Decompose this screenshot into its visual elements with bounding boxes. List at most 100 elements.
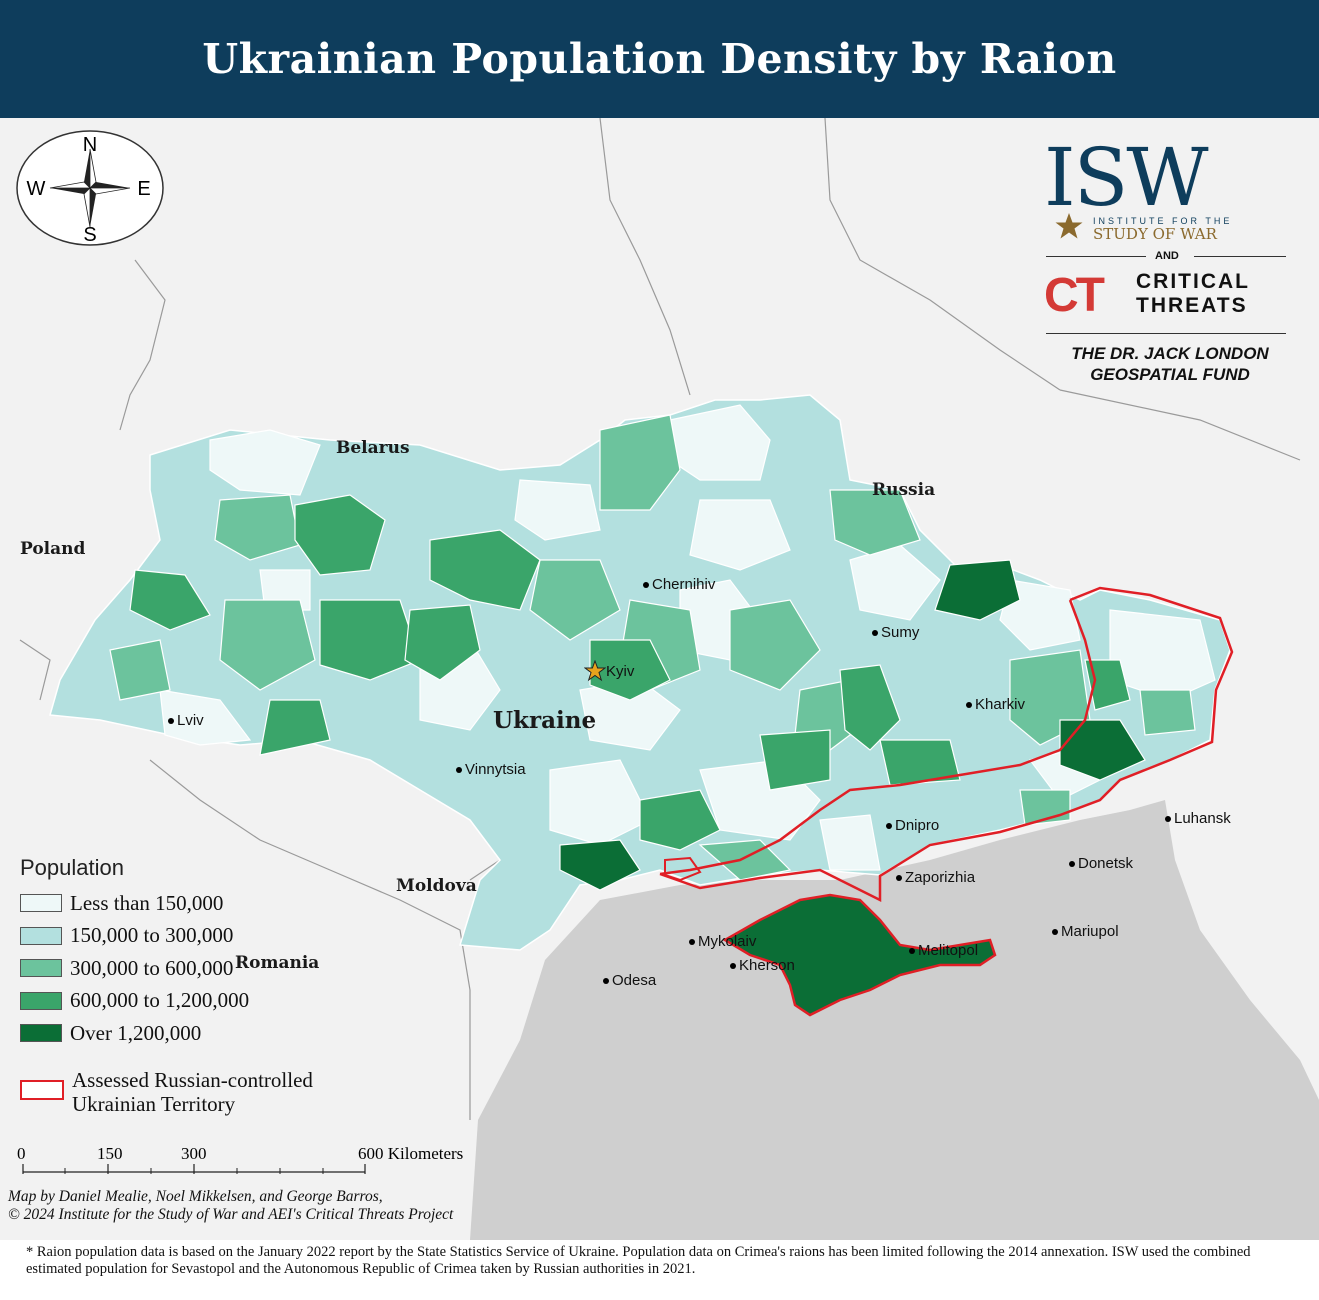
scale-tick-300: 300 xyxy=(181,1144,207,1163)
legend-label: Over 1,200,000 xyxy=(70,1020,202,1045)
legend-swatch xyxy=(20,894,62,913)
legend-occupied-line2: Ukrainian Territory xyxy=(72,1092,236,1116)
legend-item: 600,000 to 1,200,000 xyxy=(20,985,249,1018)
compass-w: W xyxy=(27,178,46,200)
legend-label: 300,000 to 600,000 xyxy=(70,955,234,980)
legend-item: 150,000 to 300,000 xyxy=(20,920,249,953)
city-chernihiv: Chernihiv xyxy=(643,576,715,593)
scale-tick-150: 150 xyxy=(97,1144,123,1163)
city-dot-icon xyxy=(1069,860,1075,867)
logo-divider xyxy=(1046,333,1286,334)
legend-item: Over 1,200,000 xyxy=(20,1017,249,1050)
city-dot-icon xyxy=(689,938,695,945)
isw-logo-text: ISW xyxy=(1044,131,1209,224)
city-label: Mariupol xyxy=(1061,923,1119,940)
fund-line-2: GEOSPATIAL FUND xyxy=(1090,365,1250,384)
black-sea xyxy=(470,800,1319,1240)
logo-and: AND xyxy=(1155,250,1179,262)
city-luhansk: Luhansk xyxy=(1165,810,1231,827)
city-dot-icon xyxy=(168,717,174,724)
city-label: Dnipro xyxy=(895,817,940,834)
country-label-ukraine: Ukraine xyxy=(493,707,597,734)
city-dnipro: Dnipro xyxy=(886,817,939,834)
city-label: Kyiv xyxy=(606,662,635,680)
credits-line-1: Map by Daniel Mealie, Noel Mikkelsen, an… xyxy=(8,1188,383,1205)
city-dot-icon xyxy=(896,874,902,881)
legend-item: Less than 150,000 xyxy=(20,887,249,920)
legend-occupied-label: Assessed Russian-controlled Ukrainian Te… xyxy=(72,1068,313,1116)
city-label: Zaporizhia xyxy=(905,869,976,886)
footnote-text: * Raion population data is based on the … xyxy=(26,1244,1251,1277)
city-label: Kherson xyxy=(739,957,795,974)
city-mykolaiv: Mykolaiv xyxy=(689,933,756,950)
scale-tick-0: 0 xyxy=(17,1144,26,1163)
city-label: Melitopol xyxy=(918,942,979,959)
city-label: Mykolaiv xyxy=(698,933,757,950)
ct-logo-line1: CRITICAL xyxy=(1136,270,1250,293)
ct-logo-line2: THREATS xyxy=(1136,294,1248,317)
legend-title: Population xyxy=(20,855,124,880)
raion-polygons xyxy=(109,404,1216,891)
fund-line-1: THE DR. JACK LONDON xyxy=(1071,344,1269,363)
city-lviv: Lviv xyxy=(168,712,204,729)
city-melitopol: Melitopol xyxy=(909,942,978,959)
city-dot-icon xyxy=(872,629,878,636)
city-vinnytsia: Vinnytsia xyxy=(456,761,526,778)
scale-bar: 0 150 300 600 Kilometers xyxy=(17,1144,463,1174)
legend-item: 300,000 to 600,000 xyxy=(20,952,249,985)
isw-star-icon xyxy=(1055,213,1083,239)
legend-rows: Less than 150,000 150,000 to 300,000 300,0… xyxy=(20,887,249,1050)
logo-divider xyxy=(1046,256,1146,257)
city-dot-icon xyxy=(909,947,915,954)
city-label: Sumy xyxy=(881,624,920,641)
city-label: Vinnytsia xyxy=(465,761,526,778)
city-mariupol: Mariupol xyxy=(1052,923,1119,940)
legend-occupied: Assessed Russian-controlled Ukrainian Te… xyxy=(20,1068,313,1116)
city-label: Donetsk xyxy=(1078,855,1134,872)
legend-swatch xyxy=(20,1024,62,1043)
compass-e: E xyxy=(137,178,150,200)
footnote: * Raion population data is based on the … xyxy=(0,1240,1319,1300)
logo-divider xyxy=(1194,256,1286,257)
city-donetsk: Donetsk xyxy=(1069,855,1133,872)
legend-swatch xyxy=(20,926,62,945)
occupied-swatch xyxy=(20,1080,64,1100)
occupied-border-kinburn xyxy=(664,856,702,882)
compass-n: N xyxy=(83,134,97,156)
city-kharkiv: Kharkiv xyxy=(966,696,1025,713)
city-dot-icon xyxy=(1165,815,1171,822)
scale-tick-600: 600 Kilometers xyxy=(358,1144,463,1163)
legend-label: Less than 150,000 xyxy=(70,890,224,915)
map-title: Ukrainian Population Density by Raion xyxy=(202,35,1117,83)
country-label-moldova: Moldova xyxy=(396,876,477,896)
legend: Population Less than 150,000 150,000 to 3… xyxy=(20,855,249,1050)
map-credits: Map by Daniel Mealie, Noel Mikkelsen, an… xyxy=(8,1188,453,1224)
city-zaporizhia: Zaporizhia xyxy=(896,869,975,886)
occupied-border-line xyxy=(659,586,1234,903)
compass-s: S xyxy=(83,224,96,246)
ct-logo-mark: CT xyxy=(1044,269,1105,322)
city-odesa: Odesa xyxy=(603,972,656,989)
city-kyiv: Kyiv xyxy=(584,660,634,682)
legend-occupied-line1: Assessed Russian-controlled xyxy=(72,1068,313,1092)
country-label-belarus: Belarus xyxy=(336,438,410,458)
city-dot-icon xyxy=(966,701,972,708)
legend-label: 150,000 to 300,000 xyxy=(70,923,234,948)
city-dot-icon xyxy=(456,766,462,773)
country-label-poland: Poland xyxy=(20,539,86,559)
credits-line-2: © 2024 Institute for the Study of War an… xyxy=(8,1206,454,1223)
city-sumy: Sumy xyxy=(872,624,919,641)
city-label: Odesa xyxy=(612,972,657,989)
city-label: Luhansk xyxy=(1174,810,1231,827)
city-dot-icon xyxy=(886,822,892,829)
star-icon xyxy=(584,660,606,682)
city-dot-icon xyxy=(643,581,649,588)
compass-rose-icon: N S W E xyxy=(16,130,164,246)
isw-subtitle-1: INSTITUTE FOR THE xyxy=(1093,216,1233,226)
legend-swatch xyxy=(20,959,62,978)
country-label-russia: Russia xyxy=(872,480,936,500)
city-dot-icon xyxy=(603,977,609,984)
crimea xyxy=(722,893,997,1017)
isw-subtitle-2: STUDY OF WAR xyxy=(1093,225,1217,243)
